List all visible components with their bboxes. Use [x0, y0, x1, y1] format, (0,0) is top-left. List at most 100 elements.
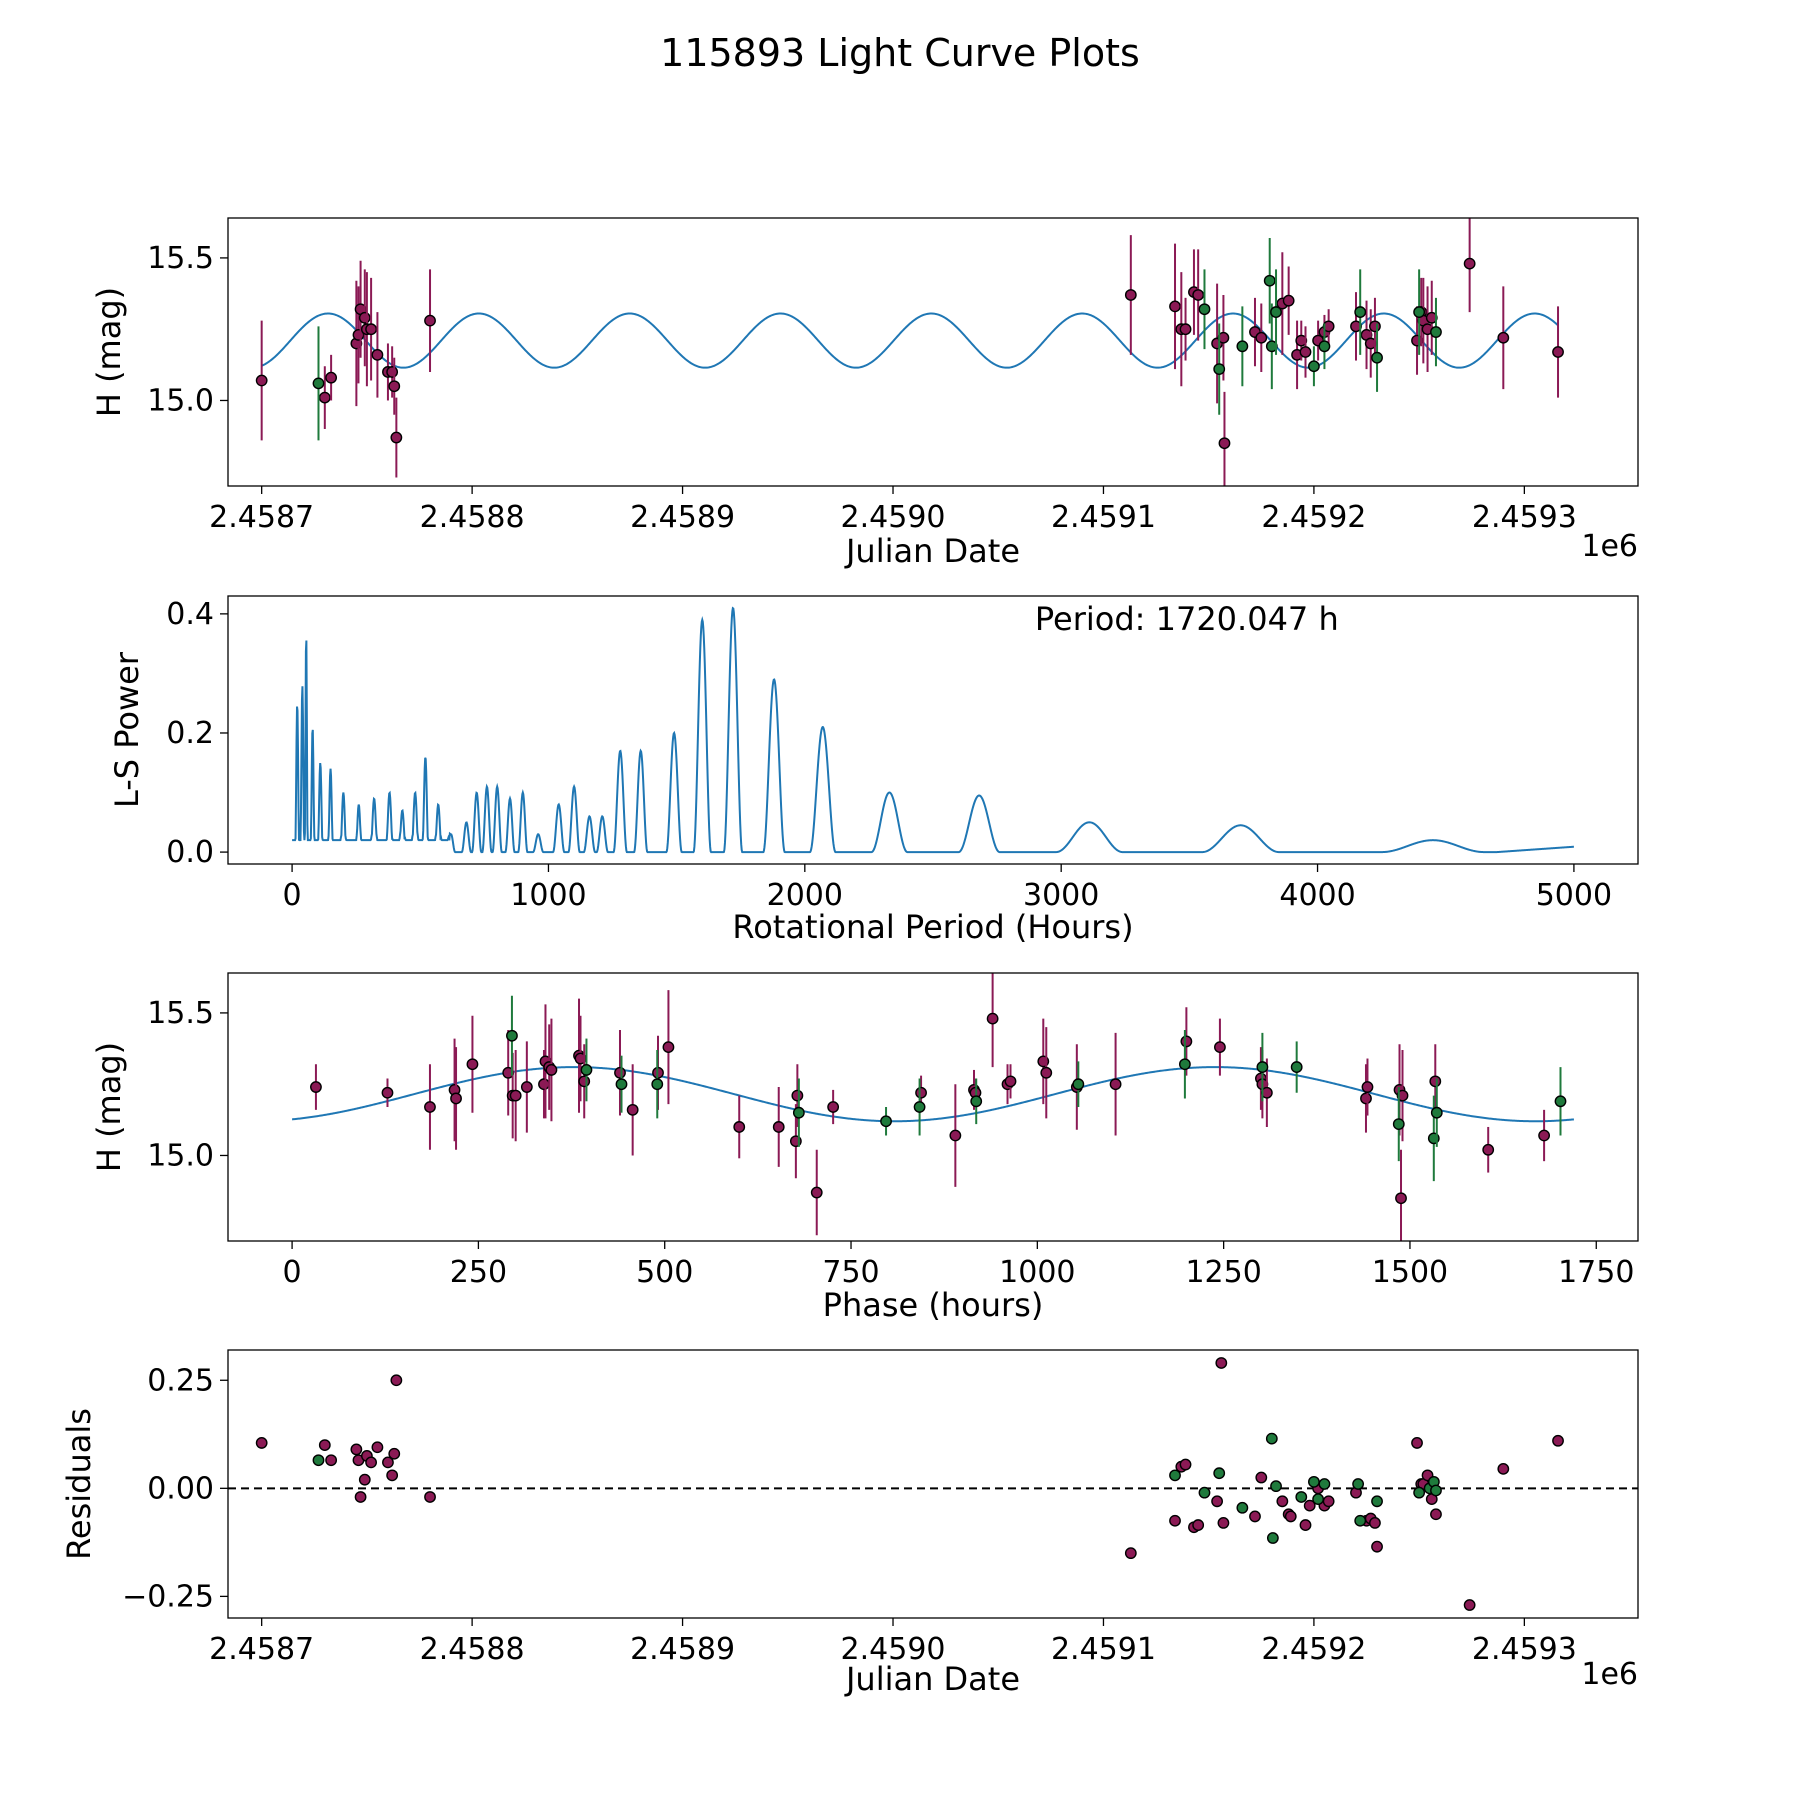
data-point-magenta	[318, 1439, 331, 1451]
x-offset-label: 1e6	[1581, 1657, 1638, 1692]
x-tick-label: 2.4591	[1051, 500, 1156, 535]
data-point-magenta	[810, 1186, 823, 1199]
data-point-green	[1290, 1061, 1303, 1073]
data-point-magenta	[1179, 1458, 1192, 1471]
data-point-magenta	[1179, 323, 1192, 336]
x-tick-label: 2.4589	[630, 1632, 735, 1667]
data-point-magenta	[310, 1081, 322, 1093]
data-point-green	[1371, 1495, 1383, 1508]
data-point-green	[1318, 340, 1331, 353]
x-tick-label: 2.4593	[1472, 500, 1577, 535]
plot-area	[255, 218, 1564, 486]
period-annotation: Period: 1720.047 h	[1035, 600, 1339, 638]
data-point-green	[1318, 1478, 1331, 1490]
data-point-green	[970, 1095, 983, 1108]
data-point-magenta	[1255, 1471, 1268, 1484]
data-point-magenta	[1463, 257, 1476, 270]
data-point-magenta	[255, 374, 268, 387]
figure-title: 115893 Light Curve Plots	[660, 31, 1140, 75]
data-point-magenta	[1255, 331, 1268, 344]
chart-lightcurve: 2.4587 2.4588 2.4589 2.4590 2.4591 2.4592 2.45…	[90, 217, 1639, 570]
data-point-magenta	[772, 1121, 785, 1133]
x-tick-label: 2.4590	[841, 500, 946, 535]
data-point-green	[615, 1078, 628, 1091]
x-tick-label: 1500	[1372, 1255, 1448, 1290]
data-point-green	[1352, 1478, 1365, 1490]
chart-periodogram: 0 1000 2000 3000 4000 5000 0.0 0.2 0.4 Rotational…	[108, 595, 1639, 946]
data-point-green	[1270, 1480, 1282, 1493]
chart-phased: 0 250 500 750 1000 1250 1500 1750 15.0 15.5 Phase …	[90, 972, 1639, 1324]
data-point-green	[506, 1029, 518, 1042]
data-point-green	[1430, 326, 1442, 338]
x-tick-label: 2.4588	[420, 1632, 525, 1667]
data-point-magenta	[424, 314, 436, 327]
y-tick-label: 0.00	[147, 1471, 214, 1506]
data-point-magenta	[1282, 294, 1295, 307]
y-tick-label: 0.4	[166, 597, 214, 632]
x-tick-label: 500	[636, 1255, 693, 1290]
data-point-magenta	[949, 1129, 962, 1142]
data-point-green	[651, 1078, 664, 1091]
data-point-magenta	[1004, 1075, 1017, 1088]
data-point-green	[1308, 360, 1320, 373]
y-axis-label: Residuals	[60, 1408, 98, 1560]
data-point-magenta	[1361, 1081, 1374, 1093]
x-tick-label: 1250	[1185, 1255, 1261, 1290]
data-point-green	[1198, 1486, 1211, 1499]
data-point-green	[1392, 1118, 1405, 1131]
x-tick-label: 2.4589	[630, 500, 735, 535]
data-point-magenta	[1395, 1192, 1407, 1205]
x-axis-label: Rotational Period (Hours)	[732, 908, 1133, 946]
data-point-magenta	[1299, 1519, 1312, 1531]
y-tick-label: 0.0	[166, 835, 214, 870]
data-point-magenta	[662, 1041, 675, 1054]
data-point-green	[792, 1106, 805, 1119]
y-tick-label: −0.25	[122, 1579, 214, 1614]
data-point-magenta	[466, 1058, 479, 1071]
data-point-magenta	[1192, 1519, 1205, 1531]
data-point-green	[1263, 274, 1276, 287]
y-axis-label: H (mag)	[90, 287, 128, 417]
data-point-magenta	[1497, 1462, 1510, 1475]
y-tick-label: 15.5	[147, 996, 214, 1031]
x-axis-label: Julian Date	[844, 532, 1020, 570]
data-point-green	[1178, 1058, 1191, 1071]
data-point-green	[1256, 1061, 1269, 1073]
x-axis-label: Julian Date	[844, 1660, 1020, 1698]
data-point-green	[1430, 1106, 1443, 1119]
data-point-magenta	[381, 1086, 394, 1099]
data-point-magenta	[545, 1064, 558, 1076]
data-point-green	[1413, 306, 1426, 318]
data-point-green	[1354, 306, 1367, 318]
y-axis-label: H (mag)	[90, 1042, 128, 1172]
data-point-magenta	[1497, 331, 1510, 344]
axes-frame	[227, 217, 1639, 487]
data-point-magenta	[626, 1103, 639, 1116]
data-point-magenta	[791, 1089, 804, 1102]
y-tick-label: 15.5	[147, 241, 214, 276]
data-point-magenta	[509, 1089, 522, 1102]
axes-frame	[227, 1349, 1639, 1619]
x-axis-label: Phase (hours)	[823, 1286, 1044, 1324]
data-point-magenta	[365, 323, 378, 336]
x-tick-label: 2.4592	[1261, 500, 1366, 535]
x-tick-label: 750	[822, 1255, 879, 1290]
data-point-magenta	[1217, 1517, 1230, 1529]
data-point-magenta	[578, 1075, 591, 1088]
data-point-magenta	[1430, 1508, 1442, 1521]
data-point-magenta	[388, 380, 401, 393]
data-point-magenta	[450, 1092, 462, 1105]
data-point-magenta	[538, 1078, 550, 1091]
data-point-magenta	[1369, 320, 1381, 333]
data-point-magenta	[1192, 289, 1205, 301]
x-tick-label: 2.4593	[1472, 1632, 1577, 1667]
data-point-magenta	[1040, 1066, 1053, 1079]
data-point-magenta	[382, 1456, 394, 1469]
data-point-magenta	[614, 1066, 626, 1079]
data-point-magenta	[1299, 346, 1312, 358]
data-point-green	[1236, 340, 1249, 353]
data-point-magenta	[255, 1437, 268, 1449]
x-tick-label: 4000	[1279, 878, 1355, 913]
model-fit-line	[291, 1066, 1575, 1123]
ls-power-line	[292, 606, 1574, 854]
